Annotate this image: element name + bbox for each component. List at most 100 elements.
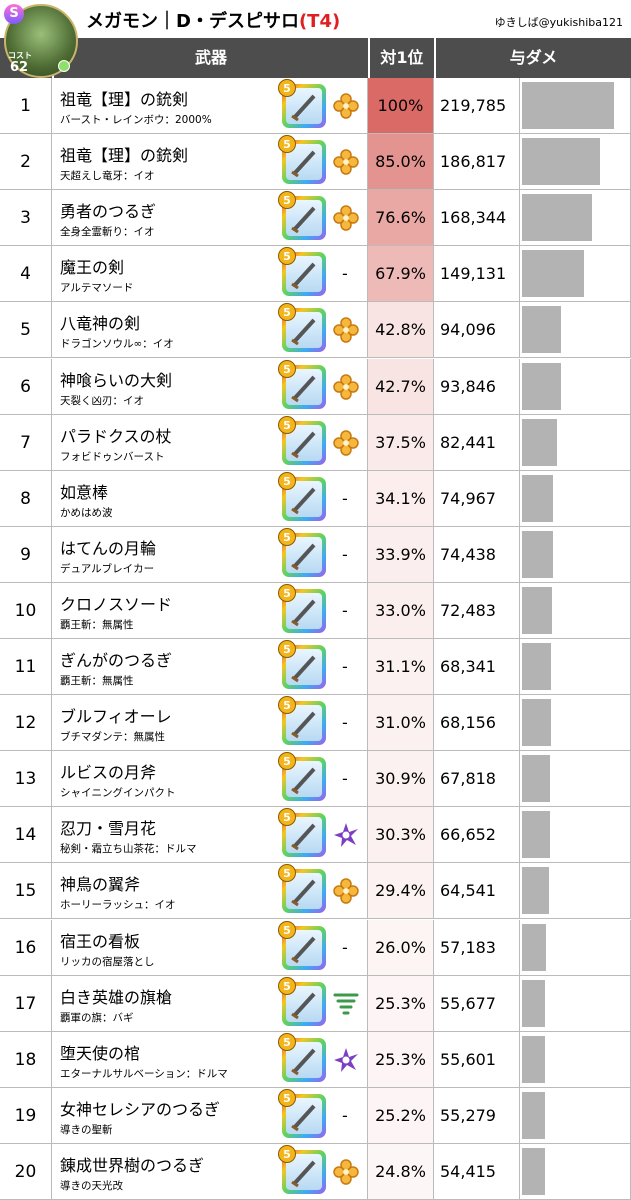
weapon-name: 神喰らいの大剣	[60, 370, 173, 390]
rarity-star: 5	[278, 976, 296, 995]
weapon-name: 勇者のつるぎ	[60, 202, 157, 222]
weapon-cell: 勇者のつるぎ 全身全霊斬り：イオ 5	[52, 190, 368, 247]
weapon-cell: パラドクスの杖 フォビドゥンバースト 5	[52, 414, 368, 471]
damage-bar	[522, 82, 614, 130]
title-text: メガモン｜D・デスピサロ	[86, 11, 299, 32]
element-none: -	[342, 264, 348, 284]
rarity-star: 5	[278, 527, 296, 546]
weapon-cell: 宿王の看板 リッカの宿屋落とし 5 -	[52, 919, 368, 976]
element-none: -	[342, 488, 348, 508]
weapon-cell: 如意棒 かめはめ波 5 -	[52, 470, 368, 527]
weapon-cell: ブルフィオーレ ブチマダンテ：無属性 5 -	[52, 695, 368, 752]
ratio-cell: 25.3%	[368, 1031, 434, 1088]
skill-name: 導きの天光改	[60, 1179, 123, 1192]
rank-cell: 19	[0, 1087, 52, 1144]
weapon-icon: 5	[278, 976, 326, 1026]
bar-cell	[520, 639, 631, 696]
damage-bar	[522, 867, 550, 915]
weapon-icon-inner	[286, 873, 322, 910]
weapon-icon: 5	[278, 1032, 326, 1082]
damage-value: 66,652	[434, 807, 520, 864]
weapon-cell: 忍刀・雪月花 秘剣・霜立ち山茶花：ドルマ 5	[52, 807, 368, 864]
damage-bar	[522, 923, 546, 971]
skill-name: ドラゴンソウル∞：イオ	[60, 338, 174, 351]
damage-value: 68,341	[434, 639, 520, 696]
rank-cell: 7	[0, 414, 52, 471]
damage-value: 93,846	[434, 358, 520, 415]
element-icon	[332, 373, 360, 401]
bar-cell	[520, 1143, 631, 1200]
damage-bar	[522, 586, 553, 634]
bar-cell	[520, 695, 631, 752]
weapon-icon-inner	[286, 424, 322, 461]
element-icon	[332, 1158, 360, 1186]
ratio-cell: 34.1%	[368, 470, 434, 527]
weapon-name: ブルフィオーレ	[60, 707, 172, 727]
weapon-icon: 5	[278, 920, 326, 970]
skill-name: ホーリーラッシュ：イオ	[60, 899, 176, 912]
rarity-star: 5	[278, 1088, 296, 1107]
element-none: -	[342, 544, 348, 564]
weapon-cell: 神喰らいの大剣 天裂く凶刃：イオ 5	[52, 358, 368, 415]
weapon-icon-inner	[286, 1097, 322, 1134]
weapon-icon: 5	[278, 640, 326, 689]
weapon-name: 祖竜【理】の銃剣	[60, 90, 189, 109]
header-ratio: 対1位	[368, 38, 434, 78]
status-dot	[58, 60, 70, 72]
weapon-name: パラドクスの杖	[60, 426, 172, 446]
skill-name: シャイニングインパクト	[60, 787, 176, 800]
weapon-icon: 5	[278, 135, 326, 185]
rank-cell: 2	[0, 134, 52, 191]
rarity-star: 5	[278, 135, 296, 154]
weapon-icon: 5	[278, 1144, 326, 1194]
ratio-cell: 67.9%	[368, 246, 434, 303]
tier: (T4)	[298, 11, 341, 32]
ratio-cell: 33.0%	[368, 582, 434, 639]
rank-cell: 12	[0, 695, 52, 752]
bar-cell	[520, 358, 631, 415]
weapon-name: ぎんがのつるぎ	[60, 651, 173, 670]
weapon-icon: 5	[278, 79, 326, 128]
element-icon	[332, 821, 360, 849]
element-icon	[332, 148, 360, 176]
weapon-name: クロノスソード	[60, 594, 173, 614]
element-none: -	[342, 657, 348, 676]
rarity-star: 5	[278, 79, 296, 97]
element-icon	[332, 877, 360, 905]
rarity-star: 5	[278, 920, 296, 939]
damage-value: 74,438	[434, 526, 520, 583]
rarity-star: 5	[278, 583, 296, 602]
weapon-cell: 堕天使の棺 エターナルサルベーション：ドルマ 5	[52, 1031, 368, 1088]
rank-cell: 1	[0, 78, 52, 135]
weapon-cell: はてんの月輪 デュアルブレイカー 5 -	[52, 526, 368, 583]
damage-value: 149,131	[434, 246, 520, 303]
element-icon	[332, 92, 360, 120]
weapon-icon: 5	[278, 1088, 326, 1138]
rarity-star: 5	[278, 247, 296, 266]
weapon-cell: クロノスソード 覇王斬：無属性 5 -	[52, 582, 368, 639]
rank-cell: 16	[0, 919, 52, 976]
rarity-star: 5	[278, 752, 296, 771]
bar-cell	[520, 582, 631, 639]
weapon-name: はてんの月輪	[60, 538, 157, 558]
ratio-cell: 29.4%	[368, 863, 434, 920]
element-icon	[332, 1046, 360, 1074]
skill-name: 天裂く凶刃：イオ	[60, 394, 144, 407]
weapon-icon: 5	[278, 696, 326, 746]
bar-cell	[520, 246, 631, 303]
rank-cell: 4	[0, 246, 52, 303]
element-none: -	[342, 937, 348, 957]
header-damage: 与ダメ	[434, 38, 631, 78]
damage-bar	[522, 1147, 545, 1195]
skill-name: アルテマソード	[60, 282, 134, 295]
rank-cell: 5	[0, 302, 52, 359]
weapon-cell: 錬成世界樹のつるぎ導きの天光改 5	[52, 1143, 368, 1200]
ratio-cell: 37.5%	[368, 414, 434, 471]
cost-label: コスト	[8, 51, 32, 60]
weapon-cell: 魔王の剣 アルテマソード 5 -	[52, 246, 368, 303]
weapon-icon: 5	[278, 415, 326, 465]
skill-name: 全身全霊斬り：イオ	[60, 226, 155, 239]
weapon-name: 錬成世界樹のつるぎ	[60, 1155, 205, 1175]
weapon-icon: 5	[278, 471, 326, 521]
skill-name: リッカの宿屋落とし	[60, 955, 155, 968]
